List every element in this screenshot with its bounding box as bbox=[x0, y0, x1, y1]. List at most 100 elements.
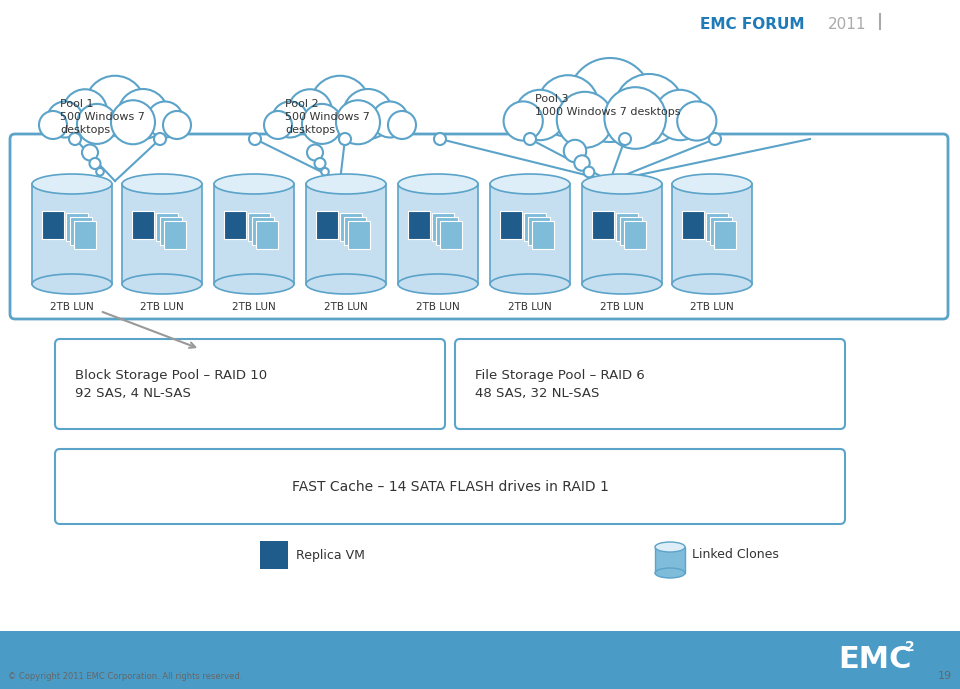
Circle shape bbox=[288, 90, 332, 133]
Bar bbox=[256, 221, 278, 249]
Text: 2011: 2011 bbox=[828, 17, 867, 32]
Circle shape bbox=[69, 133, 81, 145]
Circle shape bbox=[372, 101, 408, 138]
Ellipse shape bbox=[398, 274, 478, 294]
Text: 2TB LUN: 2TB LUN bbox=[600, 302, 644, 312]
Circle shape bbox=[147, 101, 183, 138]
Bar bbox=[532, 221, 554, 249]
Circle shape bbox=[339, 133, 351, 145]
Circle shape bbox=[89, 158, 101, 169]
Text: EMC: EMC bbox=[838, 646, 912, 675]
Text: FAST Cache – 14 SATA FLASH drives in RAID 1: FAST Cache – 14 SATA FLASH drives in RAI… bbox=[292, 480, 609, 494]
Text: 2TB LUN: 2TB LUN bbox=[416, 302, 460, 312]
Circle shape bbox=[82, 145, 98, 161]
Circle shape bbox=[163, 111, 191, 139]
Bar bbox=[42, 211, 64, 239]
Circle shape bbox=[614, 74, 684, 144]
Text: Linked Clones: Linked Clones bbox=[692, 548, 779, 562]
Ellipse shape bbox=[655, 542, 685, 552]
FancyBboxPatch shape bbox=[455, 339, 845, 429]
Circle shape bbox=[249, 133, 261, 145]
Circle shape bbox=[504, 101, 542, 141]
Circle shape bbox=[336, 101, 380, 144]
Circle shape bbox=[302, 104, 342, 144]
FancyBboxPatch shape bbox=[10, 134, 948, 319]
Bar bbox=[164, 221, 186, 249]
Circle shape bbox=[77, 104, 117, 144]
Bar bbox=[655, 547, 685, 573]
Bar bbox=[260, 541, 288, 569]
Text: Pool 2
500 Windows 7
desktops: Pool 2 500 Windows 7 desktops bbox=[285, 99, 370, 136]
Ellipse shape bbox=[32, 174, 112, 194]
Circle shape bbox=[388, 111, 416, 139]
Circle shape bbox=[310, 76, 370, 136]
Text: EMC FORUM: EMC FORUM bbox=[700, 17, 804, 32]
Bar bbox=[714, 221, 736, 249]
Bar bbox=[440, 221, 462, 249]
Bar bbox=[122, 184, 202, 284]
Circle shape bbox=[39, 111, 67, 139]
Text: 2TB LUN: 2TB LUN bbox=[50, 302, 94, 312]
Circle shape bbox=[307, 145, 323, 161]
Text: Pool 3
1000 Windows 7 desktops: Pool 3 1000 Windows 7 desktops bbox=[535, 94, 681, 117]
Circle shape bbox=[118, 89, 168, 139]
Bar bbox=[0, 631, 960, 689]
Bar bbox=[32, 184, 112, 284]
Text: 2TB LUN: 2TB LUN bbox=[140, 302, 184, 312]
Bar bbox=[620, 217, 642, 245]
Ellipse shape bbox=[490, 274, 570, 294]
Bar bbox=[316, 211, 338, 239]
Bar bbox=[74, 221, 96, 249]
Bar bbox=[306, 184, 386, 284]
FancyBboxPatch shape bbox=[55, 339, 445, 429]
Bar bbox=[672, 184, 752, 284]
Ellipse shape bbox=[672, 174, 752, 194]
Circle shape bbox=[111, 101, 155, 144]
Circle shape bbox=[315, 158, 325, 169]
Bar bbox=[528, 217, 550, 245]
Ellipse shape bbox=[306, 274, 386, 294]
Ellipse shape bbox=[306, 174, 386, 194]
Circle shape bbox=[584, 167, 594, 177]
Circle shape bbox=[47, 101, 83, 138]
Bar bbox=[624, 221, 646, 249]
Circle shape bbox=[655, 90, 706, 140]
Bar bbox=[340, 213, 362, 241]
Bar bbox=[408, 211, 430, 239]
Ellipse shape bbox=[32, 274, 112, 294]
Circle shape bbox=[709, 133, 721, 145]
Circle shape bbox=[619, 133, 631, 145]
Bar bbox=[132, 211, 154, 239]
Ellipse shape bbox=[122, 274, 202, 294]
Bar bbox=[214, 184, 294, 284]
Bar bbox=[582, 184, 662, 284]
Bar bbox=[432, 213, 454, 241]
Circle shape bbox=[557, 92, 612, 148]
Ellipse shape bbox=[398, 174, 478, 194]
Text: 2TB LUN: 2TB LUN bbox=[690, 302, 733, 312]
Ellipse shape bbox=[490, 174, 570, 194]
Ellipse shape bbox=[214, 274, 294, 294]
Circle shape bbox=[515, 90, 565, 140]
Bar bbox=[436, 217, 458, 245]
Circle shape bbox=[272, 101, 308, 138]
Bar bbox=[398, 184, 478, 284]
Bar bbox=[490, 184, 570, 284]
Circle shape bbox=[154, 133, 166, 145]
Bar bbox=[156, 213, 178, 241]
Circle shape bbox=[524, 133, 536, 145]
Circle shape bbox=[677, 101, 716, 141]
Circle shape bbox=[63, 90, 107, 133]
Bar bbox=[710, 217, 732, 245]
Bar bbox=[70, 217, 92, 245]
Circle shape bbox=[96, 168, 104, 176]
Text: 2TB LUN: 2TB LUN bbox=[324, 302, 368, 312]
Circle shape bbox=[264, 111, 292, 139]
Bar bbox=[500, 211, 522, 239]
Bar bbox=[248, 213, 270, 241]
Text: Pool 1
500 Windows 7
desktops: Pool 1 500 Windows 7 desktops bbox=[60, 99, 145, 136]
Bar bbox=[616, 213, 638, 241]
Text: 19: 19 bbox=[938, 671, 952, 681]
Text: 2TB LUN: 2TB LUN bbox=[232, 302, 276, 312]
Circle shape bbox=[605, 88, 666, 149]
